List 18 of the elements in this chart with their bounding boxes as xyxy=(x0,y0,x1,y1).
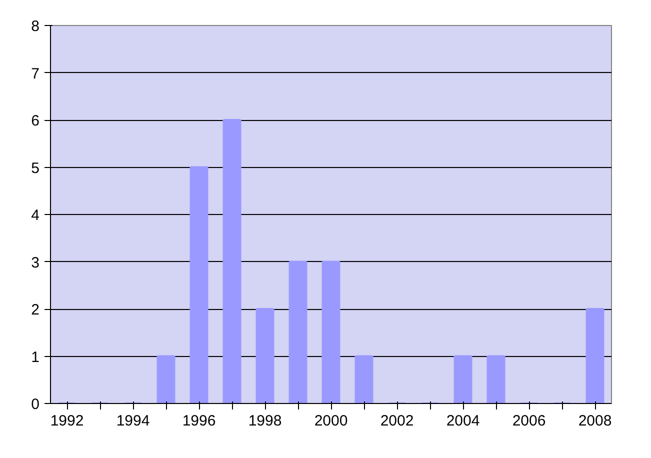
y-tick-label: 6 xyxy=(31,112,40,130)
x-tick-label: 1996 xyxy=(182,412,216,430)
x-tick-label: 2002 xyxy=(380,412,414,430)
y-tick-label: 4 xyxy=(31,207,40,224)
x-tick-label: 1994 xyxy=(116,412,150,430)
x-tick-label: 1998 xyxy=(248,412,282,430)
x-tick-label: 2008 xyxy=(578,412,612,430)
y-tick-label: 5 xyxy=(31,160,40,177)
x-tick-label: 2004 xyxy=(446,412,480,430)
x-tick-label: 1992 xyxy=(50,412,84,430)
x-tick-label: 2006 xyxy=(512,412,546,430)
y-tick-label: 3 xyxy=(31,254,40,272)
y-tick-label: 0 xyxy=(31,396,40,413)
y-tick-label: 2 xyxy=(31,302,40,318)
x-tick-label: 2000 xyxy=(314,412,348,430)
y-tick-label: 1 xyxy=(31,348,40,366)
y-tick-label: 7 xyxy=(31,65,40,82)
y-tick-label: 8 xyxy=(31,18,40,35)
